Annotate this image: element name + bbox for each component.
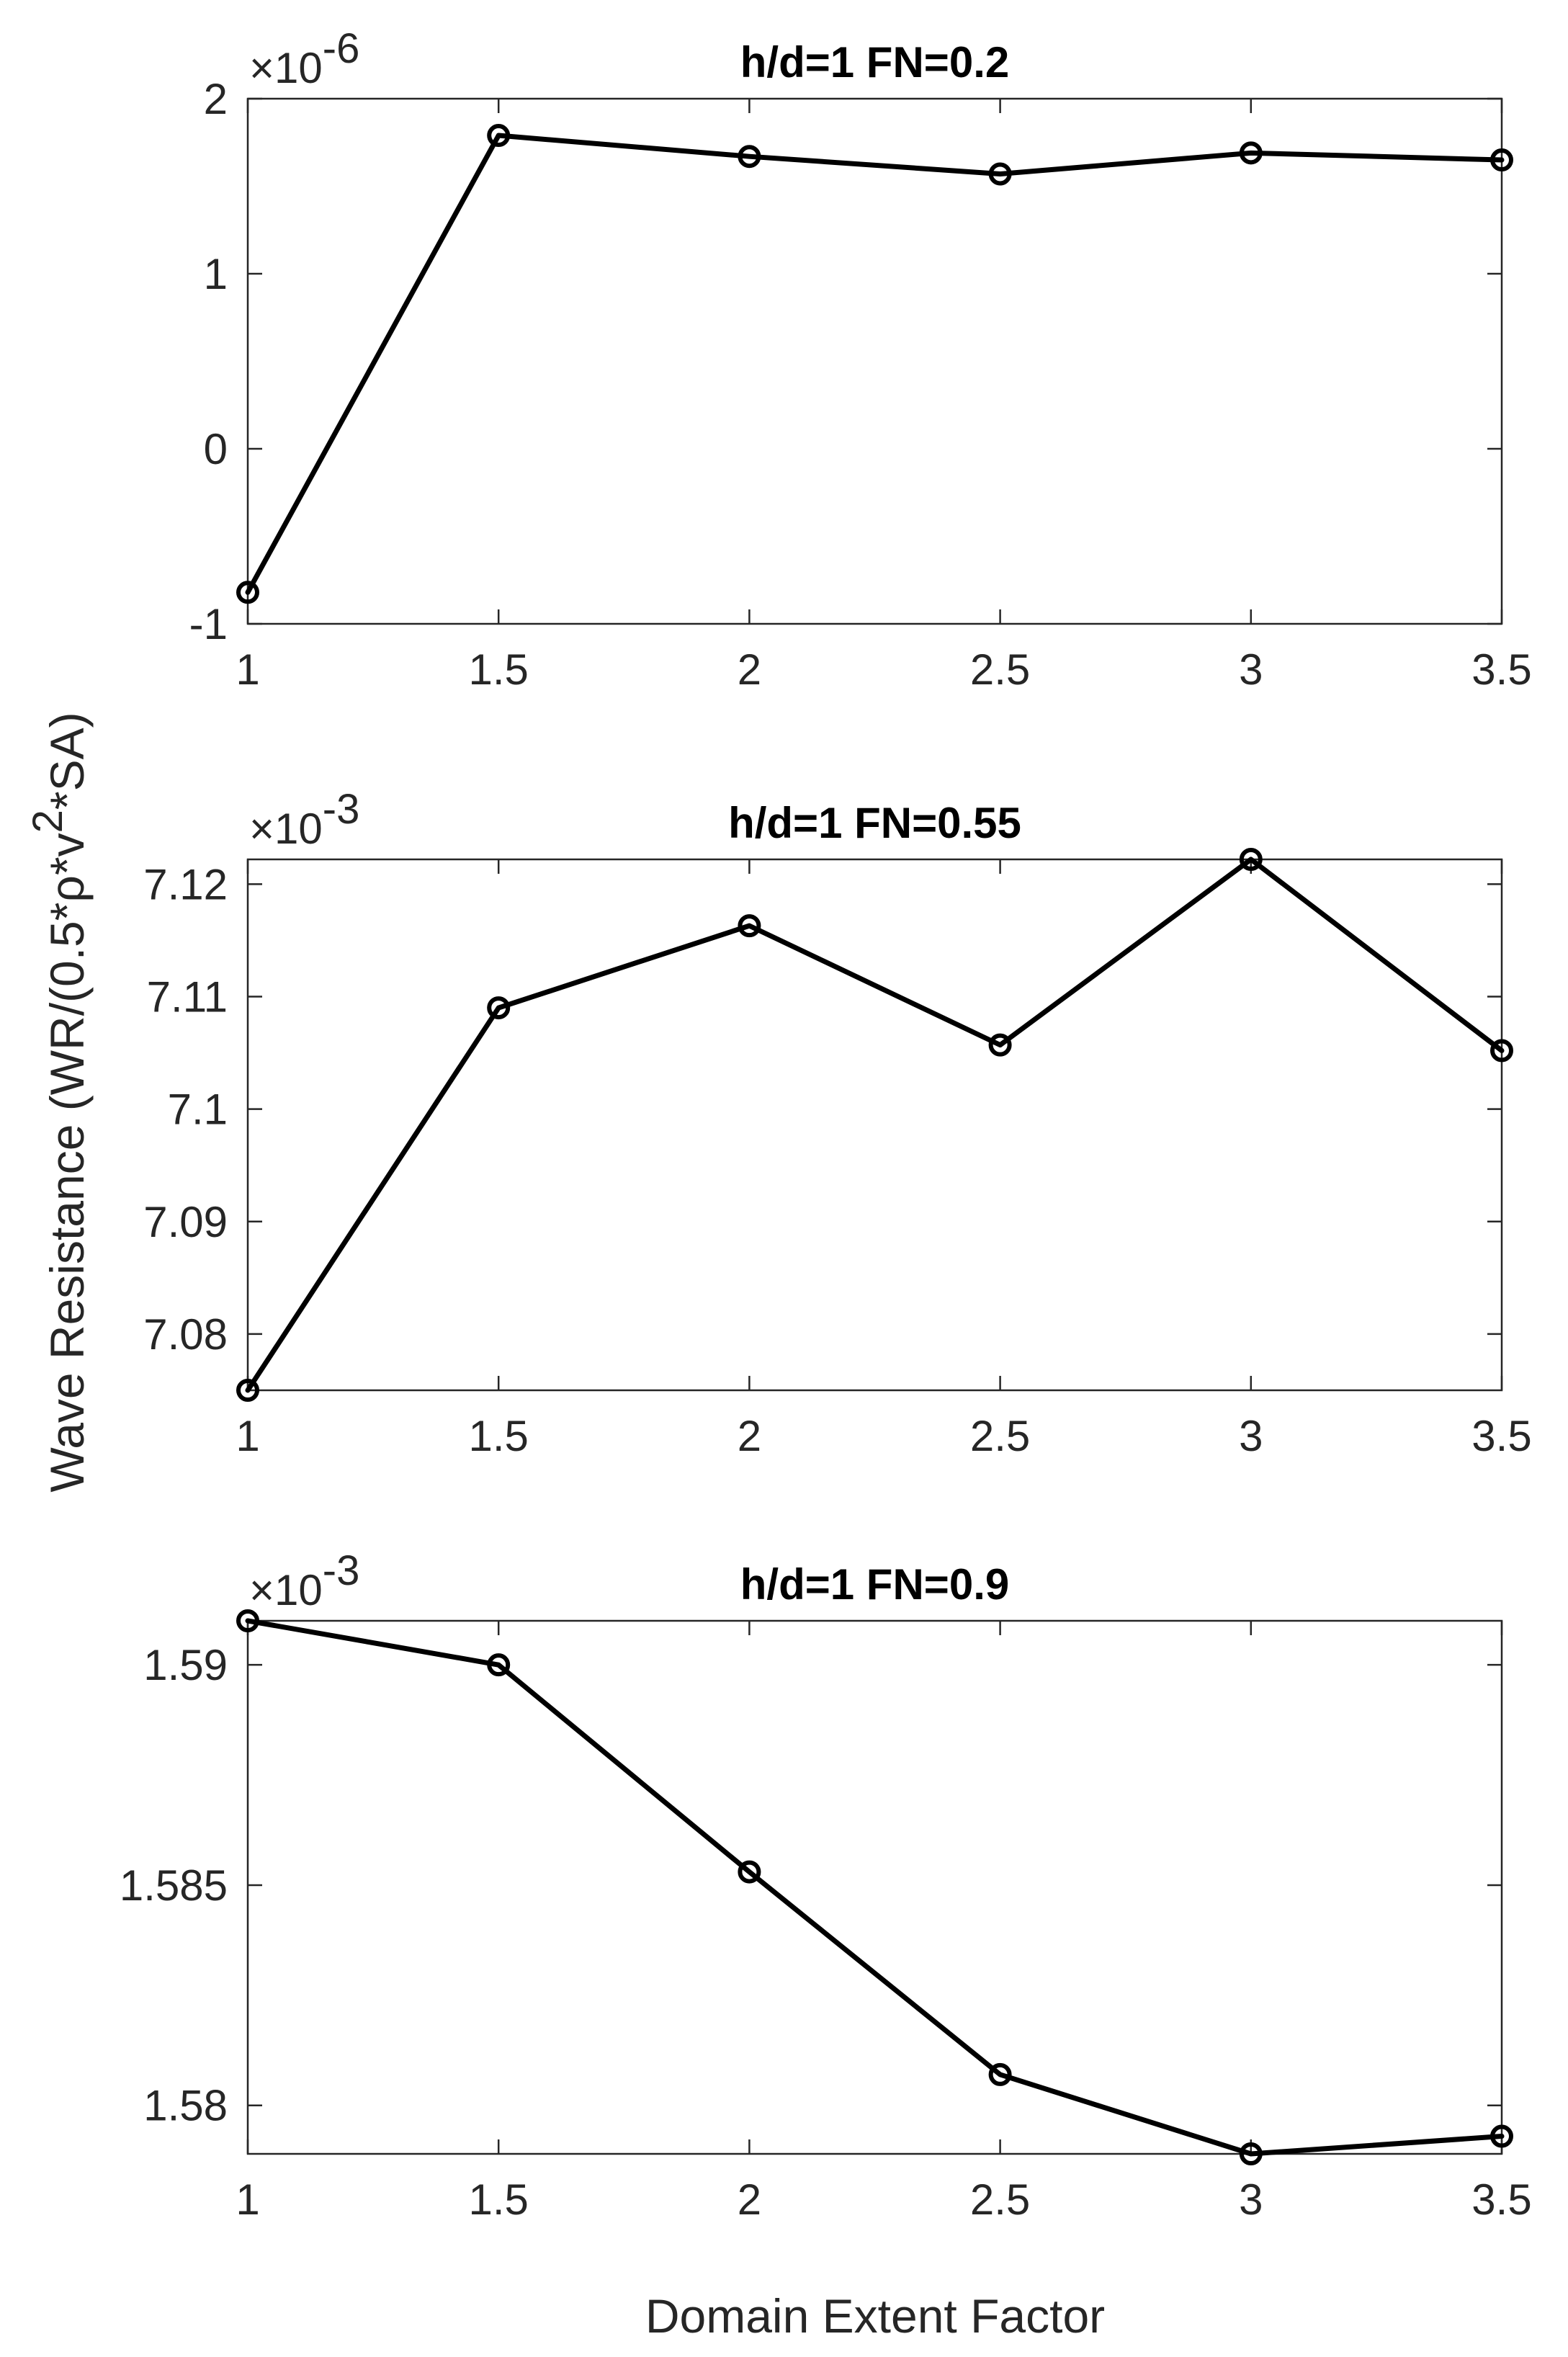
series-line [245, 133, 1505, 595]
x-tick-label: 3.5 [1471, 645, 1531, 694]
chart-title: h/d=1 FN=0.55 [728, 799, 1021, 847]
y-tick-label: 7.1 [168, 1086, 228, 1134]
exponent-power: -3 [323, 1547, 360, 1594]
exponent-label: ×10-3 [249, 786, 359, 853]
chart-title: h/d=1 FN=0.9 [740, 1560, 1009, 1609]
data-point [1239, 141, 1263, 165]
y-axis-label-sup: 2 [24, 810, 71, 833]
data-point [236, 581, 259, 604]
plot-area [246, 1619, 1503, 2155]
y-tick-label: 7.12 [143, 860, 228, 908]
data-point [988, 1033, 1012, 1057]
series-line [245, 1618, 1505, 2157]
y-axis-label-base: Wave Resistance (WR/(0.5* [40, 903, 94, 1493]
x-tick-label: 1 [236, 1412, 259, 1460]
y-tick-label: 1.59 [143, 1641, 228, 1689]
x-tick-label: 3.5 [1471, 2175, 1531, 2224]
x-tick-label: 2 [738, 2175, 761, 2224]
data-point [487, 124, 511, 148]
data-point [988, 162, 1012, 186]
data-point [487, 996, 511, 1020]
exponent-power: -3 [323, 786, 360, 833]
data-point [738, 145, 761, 169]
x-tick-label: 1 [236, 645, 259, 694]
data-point [738, 914, 761, 938]
x-tick-label: 2.5 [970, 2175, 1030, 2224]
data-point [1239, 848, 1263, 871]
y-tick-label: 7.11 [147, 972, 228, 1021]
y-axis-label-end: *SA) [40, 712, 94, 810]
y-tick-label: 1.58 [143, 2082, 228, 2130]
exponent-power: -6 [323, 25, 360, 72]
data-point [1490, 1039, 1513, 1063]
data-point [738, 1860, 761, 1884]
exponent-label: ×10-6 [249, 25, 359, 92]
y-tick-label: 2 [204, 75, 228, 123]
x-tick-label: 1.5 [468, 2175, 528, 2224]
data-point [1490, 2124, 1513, 2148]
x-tick-label: 2.5 [970, 645, 1030, 694]
y-tick-label: 7.08 [143, 1310, 228, 1359]
x-tick-label: 3 [1239, 645, 1263, 694]
data-point [487, 1653, 511, 1677]
y-tick-label: 7.09 [143, 1198, 228, 1246]
panel-2: 1 1.5 2 2.5 3 3.5 7.08 7.09 7.1 7.11 7.12 ×10-3 h/d=… [143, 786, 1531, 1460]
plot-area [246, 858, 1503, 1392]
panel-3: 1 1.5 2 2.5 3 3.5 1.58 1.585 1.59 ×10-3 h/d=1 FN=0… [120, 1547, 1532, 2224]
x-tick-label: 1 [236, 2175, 259, 2224]
data-point [988, 2062, 1012, 2086]
data-point [1239, 2142, 1263, 2165]
x-tick-label: 2 [738, 1412, 761, 1460]
x-tick-label: 2 [738, 645, 761, 694]
exponent-base: ×10 [249, 805, 323, 853]
chart-title: h/d=1 FN=0.2 [740, 38, 1009, 86]
y-tick-label: 1 [204, 250, 228, 298]
y-tick-label: 0 [204, 425, 228, 473]
exponent-label: ×10-3 [249, 1547, 359, 1614]
data-point [236, 1609, 259, 1632]
y-tick-label: 1.585 [120, 1861, 228, 1910]
exponent-base: ×10 [249, 44, 323, 92]
y-axis-label-rho: ρ [40, 875, 94, 903]
series-line [245, 857, 1505, 1393]
x-tick-label: 3.5 [1471, 1412, 1531, 1460]
panel-1: 1 1.5 2 2.5 3 3.5 -1 0 1 2 ×10-6 h/d=1 FN=0.2 [189, 25, 1532, 694]
y-axis-label: Wave Resistance (WR/(0.5*ρ*v2*SA) [24, 712, 94, 1492]
plot-area [246, 97, 1503, 625]
x-tick-label: 1.5 [468, 645, 528, 694]
exponent-base: ×10 [249, 1566, 323, 1614]
x-axis-label: Domain Extent Factor [645, 2289, 1105, 2343]
x-tick-label: 2.5 [970, 1412, 1030, 1460]
x-tick-label: 3 [1239, 2175, 1263, 2224]
data-point [236, 1379, 259, 1402]
x-tick-label: 1.5 [468, 1412, 528, 1460]
y-tick-label: -1 [189, 600, 228, 648]
x-tick-label: 3 [1239, 1412, 1263, 1460]
data-point [1490, 148, 1513, 172]
y-axis-label-mid: *v [40, 833, 94, 875]
